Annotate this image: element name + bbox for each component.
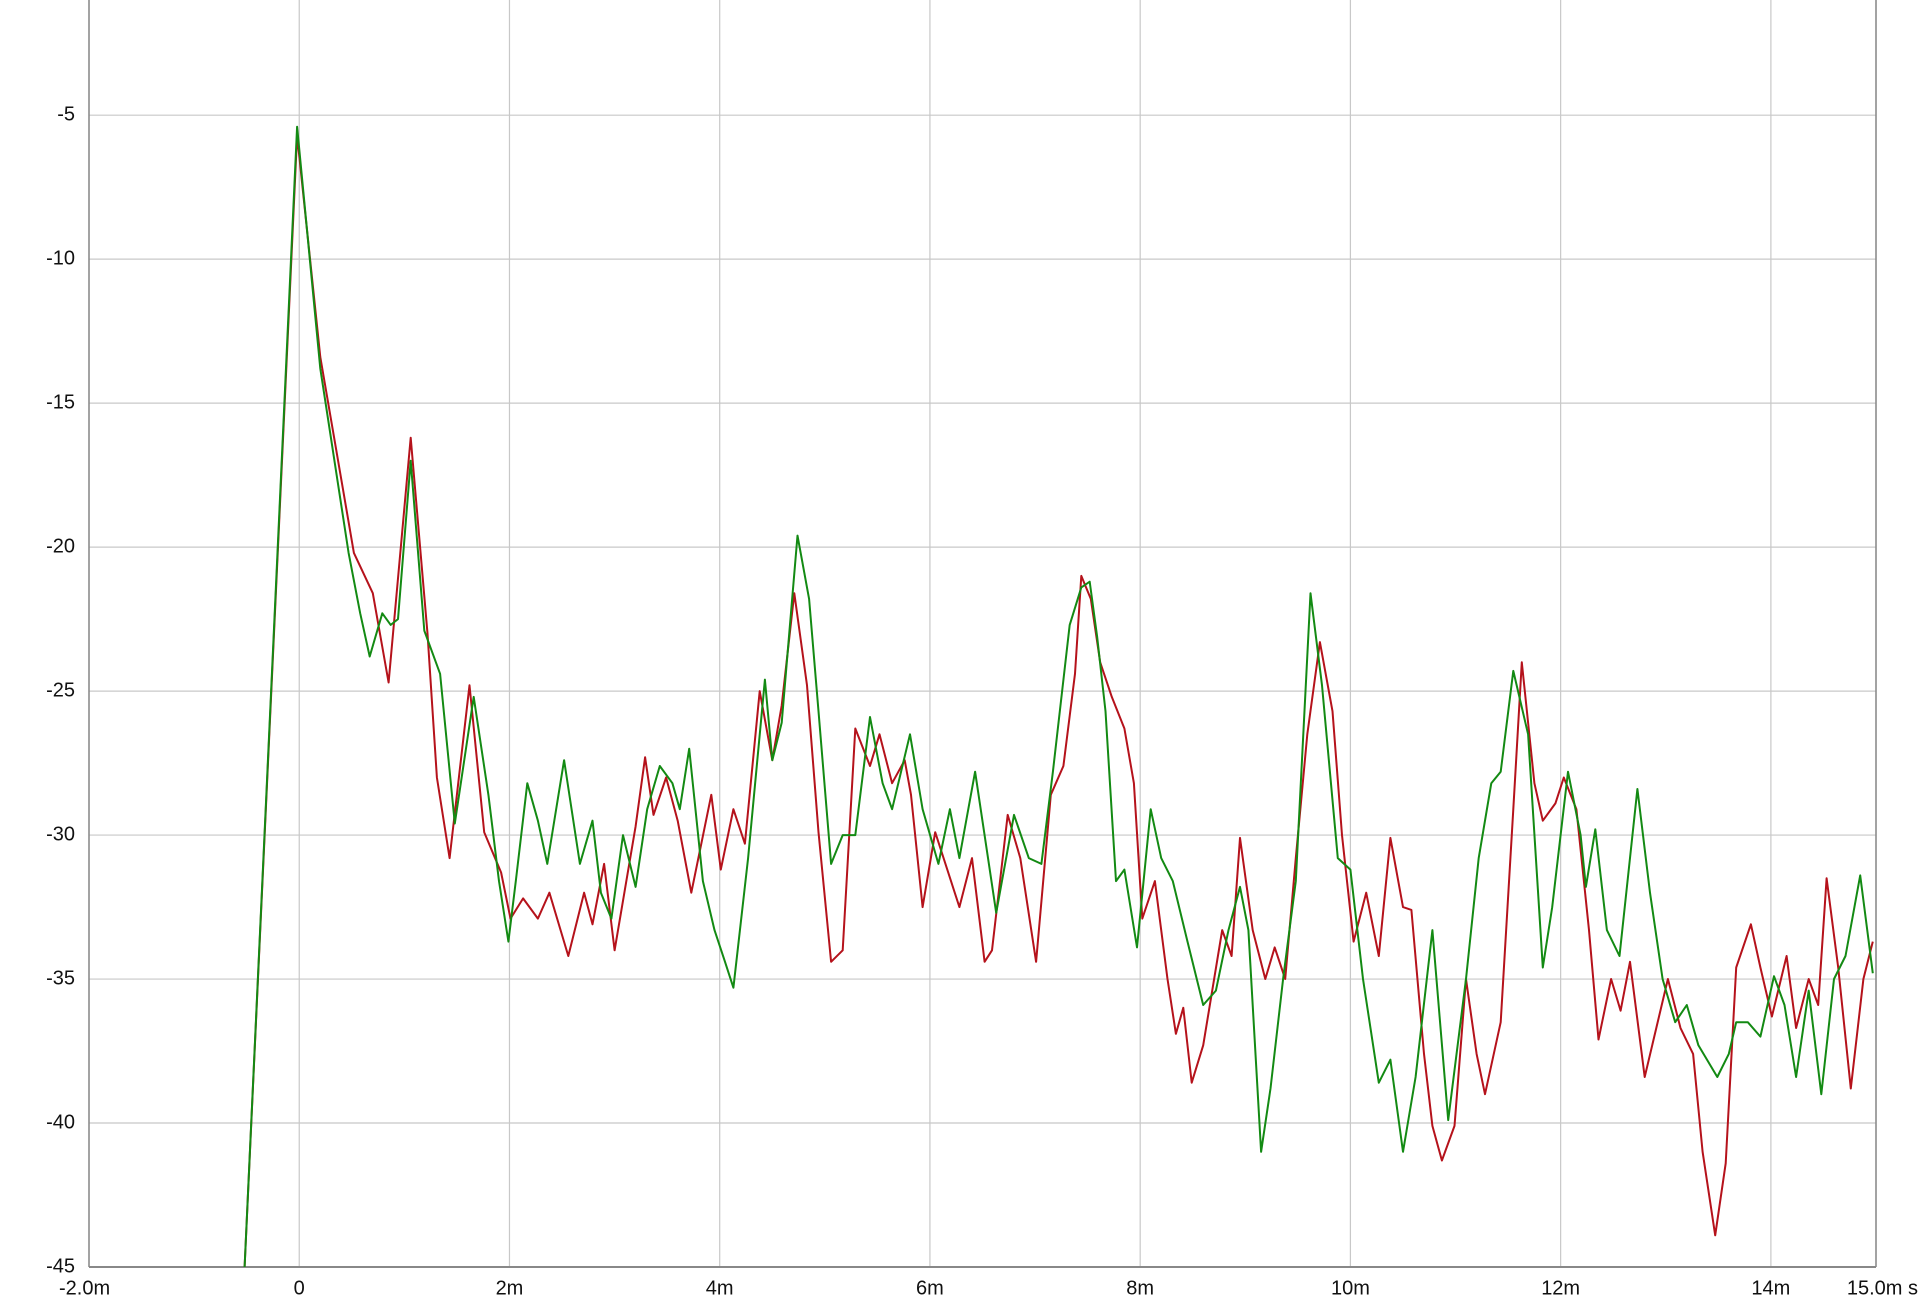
x-tick-label: 12m	[1541, 1277, 1580, 1299]
y-tick-label: -40	[46, 1111, 75, 1133]
y-tick-label: -5	[57, 103, 75, 125]
series-line	[243, 125, 1874, 1268]
x-tick-label: 2m	[496, 1277, 524, 1299]
x-tick-label: 15.0m s	[1847, 1277, 1918, 1299]
series-line	[243, 134, 1874, 1268]
y-tick-label: -20	[46, 535, 75, 557]
x-tick-label: 4m	[706, 1277, 734, 1299]
y-tick-label: -25	[46, 679, 75, 701]
x-tick-label: 14m	[1751, 1277, 1790, 1299]
y-tick-label: -45	[46, 1255, 75, 1277]
y-tick-label: -30	[46, 823, 75, 845]
y-tick-label: -35	[46, 967, 75, 989]
y-tick-label: -15	[46, 391, 75, 413]
x-tick-label: -2.0m	[59, 1277, 110, 1299]
y-tick-label: -10	[46, 247, 75, 269]
x-tick-label: 6m	[916, 1277, 944, 1299]
x-tick-label: 0	[294, 1277, 305, 1299]
x-tick-label: 8m	[1126, 1277, 1154, 1299]
x-tick-label: 10m	[1331, 1277, 1370, 1299]
